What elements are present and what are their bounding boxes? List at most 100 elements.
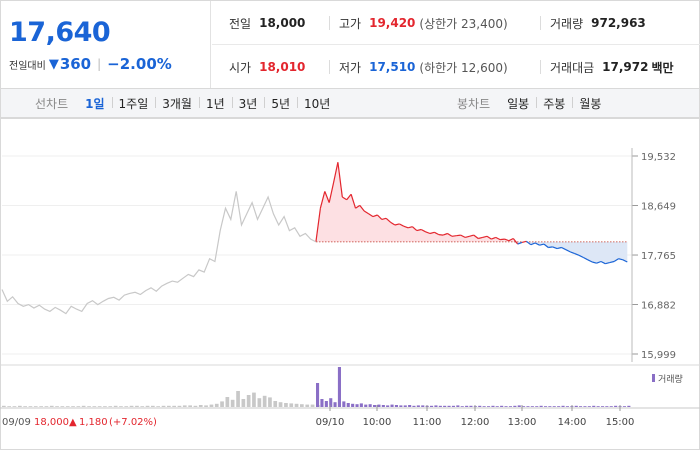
today-volume-bar xyxy=(364,404,368,407)
today-price-segment xyxy=(464,235,470,238)
prev-day-volume-bar xyxy=(289,403,294,407)
today-price-segment xyxy=(438,234,444,236)
prev-day-volume-bar xyxy=(151,405,155,407)
today-price-segment xyxy=(350,194,357,209)
prev-day-volume-bar xyxy=(204,405,208,407)
prev-day-volume-bar xyxy=(140,406,145,407)
prev-day-volume-bar xyxy=(220,401,224,407)
today-price-segment xyxy=(403,225,409,229)
today-volume-bar xyxy=(333,402,337,407)
prev-day-volume-bar xyxy=(193,405,198,407)
volume-legend-swatch xyxy=(652,374,655,382)
divider xyxy=(540,16,541,30)
today-price-segment xyxy=(500,238,505,241)
today-volume-bar xyxy=(451,405,455,407)
today-price-segment xyxy=(324,191,330,203)
today-volume-bar xyxy=(408,405,412,407)
tab-1d[interactable]: 1일 xyxy=(85,96,105,111)
tab-1y[interactable]: 1년 xyxy=(198,95,232,112)
amount-label: 거래대금 xyxy=(550,60,595,75)
amount-cell: 거래대금 17,972 백만 xyxy=(550,45,674,89)
prev-day-volume-bar xyxy=(268,397,272,407)
prev-day-close: 18,000 xyxy=(34,417,69,428)
tab-daily[interactable]: 일봉 xyxy=(507,96,530,111)
tab-weekly[interactable]: 주봉 xyxy=(536,95,572,112)
today-price-segment xyxy=(592,261,597,264)
prev-day-volume-bar xyxy=(161,405,166,407)
today-price-segment xyxy=(613,258,619,263)
prev-day-volume-bar xyxy=(60,406,65,407)
high-label: 고가 xyxy=(339,16,362,31)
today-volume-bar xyxy=(500,405,504,407)
today-volume-bar xyxy=(592,405,596,407)
today-price-segment xyxy=(539,243,545,246)
today-volume-bar xyxy=(513,405,517,407)
prev-day-date: 09/09 xyxy=(2,417,31,428)
divider xyxy=(329,16,330,30)
prev-day-volume-bar xyxy=(198,405,203,407)
tab-monthly[interactable]: 월봉 xyxy=(572,95,608,112)
prev-day-volume-bar xyxy=(300,404,304,407)
today-price-segment xyxy=(429,231,435,235)
today-volume-bar xyxy=(447,405,451,407)
today-price-segment xyxy=(618,258,624,261)
today-price-segment xyxy=(609,260,615,264)
divider xyxy=(329,60,330,74)
today-price-segment xyxy=(504,238,510,242)
prev-day-volume-bar xyxy=(225,397,230,407)
today-volume-bar xyxy=(390,404,394,407)
prev-day-volume-bar xyxy=(113,405,118,407)
today-price-segment xyxy=(526,240,532,246)
today-volume-bar xyxy=(579,406,583,407)
amount-unit: 백만 xyxy=(651,60,674,75)
today-price-segment xyxy=(420,228,426,233)
today-price-segment xyxy=(534,242,540,246)
today-volume-bar xyxy=(368,404,372,407)
prev-day-volume-bar xyxy=(23,406,27,407)
today-volume-bar xyxy=(342,401,346,407)
today-price-segment xyxy=(543,243,549,248)
tab-5y[interactable]: 5년 xyxy=(264,95,297,112)
today-price-segment xyxy=(517,241,523,245)
x-tick-label: 10:00 xyxy=(363,417,392,428)
quote-header: 17,640 전일대비 ▼ 360 | −2.00% 전일 18,000 고가 … xyxy=(0,0,700,89)
y-axis-ticks: 19,532 18,649 17,765 16,882 15,999 xyxy=(631,148,676,362)
prev-day-volume-bar xyxy=(145,405,150,407)
tab-3m[interactable]: 3개월 xyxy=(155,95,199,112)
up-fill-area xyxy=(316,162,628,242)
today-line xyxy=(315,162,628,265)
today-price-segment xyxy=(425,231,431,235)
today-price-segment xyxy=(508,237,514,242)
line-chart-tabs: 선차트 1일 1주일 3개월 1년 3년 5년 10년 xyxy=(35,89,337,117)
tab-10y[interactable]: 10년 xyxy=(297,95,337,112)
today-volume-bar xyxy=(548,406,552,407)
prev-day-volume-bar xyxy=(33,406,38,407)
today-volume-bar xyxy=(381,405,385,407)
open-label: 시가 xyxy=(229,60,252,75)
today-price-segment xyxy=(491,236,496,240)
prev-day-volume-bar xyxy=(135,405,139,407)
today-volume-bar xyxy=(377,404,381,407)
tab-1w[interactable]: 1주일 xyxy=(111,95,156,112)
today-price-segment xyxy=(495,236,501,241)
prev-day-volume-bar xyxy=(71,406,75,407)
tab-3y[interactable]: 3년 xyxy=(231,95,265,112)
today-price-segment xyxy=(368,213,374,218)
prev-day-volume-bar xyxy=(257,398,262,407)
prev-day-volume-bar xyxy=(278,402,283,407)
today-volume-bar xyxy=(601,406,605,407)
today-price-segment xyxy=(434,231,440,236)
prev-close-label: 전일 xyxy=(229,16,252,31)
today-volume-bar xyxy=(359,403,363,407)
y-tick-label: 17,765 xyxy=(641,251,676,262)
prev-close-value: 18,000 xyxy=(259,16,306,30)
today-volume-bar xyxy=(469,405,473,407)
open-value: 18,010 xyxy=(259,60,306,74)
today-volume-bar xyxy=(574,405,578,407)
prev-day-volume-bar xyxy=(214,403,219,407)
prev-day-change-pct: (+7.02%) xyxy=(109,417,157,428)
today-volume-bar xyxy=(517,405,521,407)
change-divider: | xyxy=(97,57,102,71)
prev-day-volume-bar xyxy=(18,405,22,407)
today-volume-bar xyxy=(552,406,556,407)
